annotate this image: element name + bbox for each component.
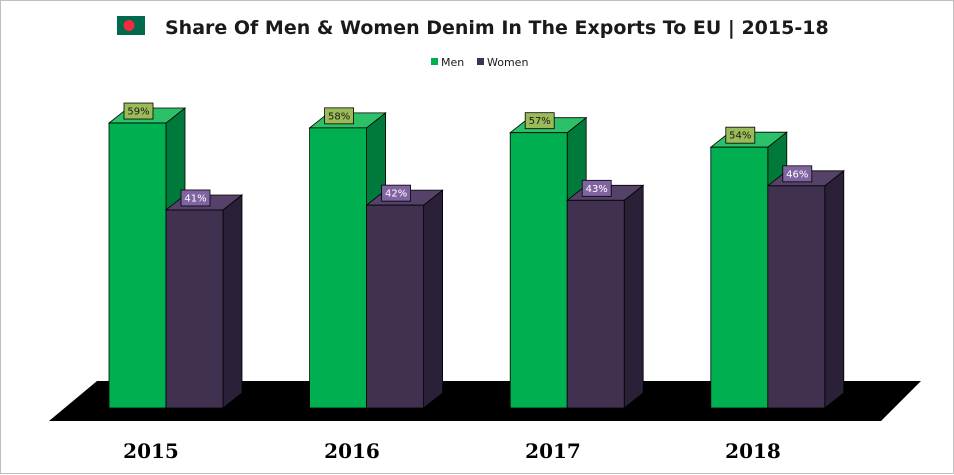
bar-front-women-2015 bbox=[165, 209, 224, 409]
data-label-men-2015: 59% bbox=[123, 102, 154, 120]
category-label-2015: 2015 bbox=[123, 439, 179, 463]
bar-front-men-2016 bbox=[309, 127, 368, 409]
data-label-women-2016: 42% bbox=[381, 184, 412, 202]
data-label-text-women-2017: 43% bbox=[586, 184, 608, 195]
legend-label-men: Men bbox=[441, 56, 464, 69]
data-label-box-women-2016 bbox=[381, 184, 412, 202]
data-label-text-men-2017: 57% bbox=[529, 116, 551, 127]
data-label-text-women-2016: 42% bbox=[385, 189, 407, 200]
legend: Men Women bbox=[431, 56, 528, 69]
data-label-box-women-2018 bbox=[782, 165, 813, 183]
data-label-box-women-2015 bbox=[180, 189, 211, 207]
data-label-text-women-2018: 46% bbox=[786, 169, 808, 180]
data-label-women-2018: 46% bbox=[782, 165, 813, 183]
bar-front-men-2017 bbox=[509, 132, 568, 409]
chart-title: Share Of Men & Women Denim In The Export… bbox=[165, 17, 829, 39]
data-label-box-men-2017 bbox=[524, 112, 555, 130]
data-label-box-men-2015 bbox=[123, 102, 154, 120]
bar-women-2017 bbox=[566, 184, 645, 409]
bar-women-2016 bbox=[365, 189, 444, 409]
data-label-box-women-2017 bbox=[581, 179, 612, 197]
bars-layer: 59% 41% 58% 42% 57% 43% 54% 46% bbox=[107, 102, 845, 409]
bar-women-2018 bbox=[766, 169, 845, 409]
category-label-2018: 2018 bbox=[725, 439, 781, 463]
data-label-box-men-2018 bbox=[725, 126, 756, 144]
legend-swatch-women bbox=[477, 58, 484, 65]
bar-side-women-2015 bbox=[222, 194, 243, 409]
chart-floor bbox=[49, 381, 921, 421]
bar-side-women-2018 bbox=[824, 169, 845, 409]
data-label-men-2016: 58% bbox=[324, 107, 355, 125]
data-label-women-2015: 41% bbox=[180, 189, 211, 207]
legend-swatch-men bbox=[431, 58, 438, 65]
bar-front-men-2018 bbox=[710, 146, 769, 409]
data-label-text-men-2015: 59% bbox=[127, 107, 149, 118]
bar-front-women-2017 bbox=[566, 199, 625, 409]
data-label-women-2017: 43% bbox=[581, 179, 612, 197]
data-label-text-men-2016: 58% bbox=[328, 111, 350, 122]
bar-women-2015 bbox=[164, 194, 244, 409]
bar-front-women-2016 bbox=[366, 204, 425, 409]
legend-label-women: Women bbox=[487, 56, 528, 69]
bar-front-women-2018 bbox=[767, 185, 826, 409]
bar-front-men-2015 bbox=[108, 122, 167, 409]
category-label-2017: 2017 bbox=[525, 439, 581, 463]
bangladesh-flag-icon bbox=[117, 16, 145, 35]
bar-side-women-2017 bbox=[623, 184, 644, 409]
data-label-text-men-2018: 54% bbox=[729, 131, 751, 142]
category-label-2016: 2016 bbox=[324, 439, 380, 463]
data-label-men-2017: 57% bbox=[524, 112, 555, 130]
bar-side-women-2016 bbox=[423, 189, 444, 409]
data-label-box-men-2016 bbox=[324, 107, 355, 125]
data-label-text-women-2015: 41% bbox=[184, 193, 206, 204]
data-label-men-2018: 54% bbox=[725, 126, 756, 144]
